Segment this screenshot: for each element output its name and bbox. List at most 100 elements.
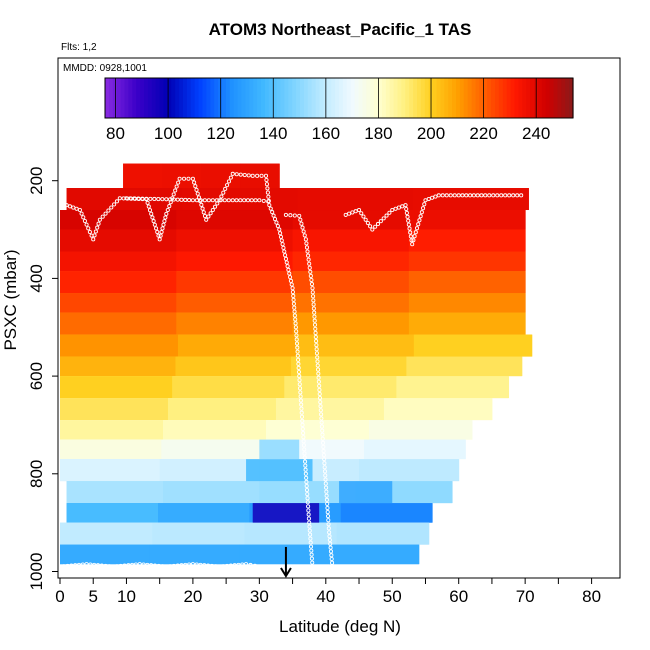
colorbar-cell [186, 78, 192, 118]
flight-track-point [155, 229, 160, 235]
colorbar-cell [420, 78, 426, 118]
flight-track-point [162, 219, 167, 224]
flight-track-point [246, 173, 251, 178]
flight-track-point [77, 207, 82, 213]
flight-track-point [242, 172, 247, 178]
flight-track-point [313, 326, 318, 331]
heatmap-cell [364, 439, 466, 460]
flight-track-point [294, 329, 299, 334]
flight-track-point [168, 197, 173, 202]
heatmap-cell [149, 544, 240, 565]
heatmap-cell [259, 481, 357, 504]
flight-track-point [456, 193, 461, 198]
flight-track-point [400, 204, 405, 209]
colorbar-cell [116, 78, 122, 118]
flight-track-point [150, 215, 155, 220]
flight-track-point [309, 277, 314, 283]
arrow-marker-head [280, 567, 292, 578]
flight-track-point [212, 204, 218, 209]
flight-track-point [149, 211, 154, 216]
heatmap-cell [176, 293, 294, 313]
colorbar-cell [303, 78, 309, 118]
colorbar-cell [514, 78, 519, 118]
flight-track-point [193, 184, 198, 189]
heatmap-cell [60, 522, 153, 545]
heatmap-cell [290, 356, 407, 377]
flight-track-point [319, 424, 324, 429]
colorbar-cell [475, 78, 480, 118]
flight-track-point [226, 179, 232, 184]
flight-track-point [204, 217, 209, 222]
flight-track-point [309, 552, 314, 557]
flight-track-point [421, 206, 426, 211]
flight-track-point [175, 563, 180, 568]
flight-track-point [314, 339, 319, 344]
colorbar-cell [362, 78, 367, 118]
flight-track-point [426, 196, 431, 202]
flight-track-point [271, 213, 276, 218]
colorbar-cell [463, 78, 469, 118]
flight-track-point [318, 404, 323, 409]
flight-track-point [503, 193, 508, 198]
x-tick-label: 40 [316, 587, 335, 606]
flight-track-point [299, 402, 304, 407]
flight-track-point [363, 217, 368, 222]
colorbar-cell [124, 78, 129, 118]
flight-track-point [368, 224, 373, 229]
flight-track-point [390, 207, 395, 213]
flight-track-point [114, 199, 120, 204]
flight-track-point [141, 562, 146, 567]
colorbar-tick-label: 200 [417, 124, 445, 143]
heatmap-cell [172, 376, 285, 399]
flight-track-point [324, 485, 329, 490]
x-tick-label: 0 [55, 587, 64, 606]
flight-track-point [173, 188, 178, 193]
flight-track-point [109, 205, 114, 210]
heatmap-cell [66, 503, 159, 523]
flight-track-point [179, 563, 184, 568]
flight-track-point [308, 273, 313, 279]
flight-track-point [253, 198, 258, 203]
colorbar-cell [432, 78, 438, 118]
flight-track-point [302, 447, 307, 452]
flight-track-point [301, 435, 306, 440]
flight-track-point [202, 198, 207, 203]
flight-track-point [313, 334, 318, 340]
flight-track-point [266, 198, 271, 203]
heatmap-cell [383, 398, 493, 421]
colorbar-cell [233, 78, 239, 118]
colorbar-cell [190, 78, 196, 118]
flight-track-point [159, 230, 164, 235]
colorbar-cell [105, 78, 110, 118]
chart-title: ATOM3 Northeast_Pacific_1 TAS [209, 20, 472, 39]
flight-track-point [285, 264, 290, 269]
flight-track-point [444, 193, 449, 198]
heatmap-cell [244, 522, 338, 545]
flight-track-point [301, 229, 306, 234]
flight-track-point [200, 206, 205, 211]
colorbar-cell [569, 78, 574, 118]
colorbar-cell [541, 78, 547, 118]
colorbar-cell [381, 78, 387, 118]
flight-track-point [302, 459, 308, 464]
flight-track-point [306, 516, 311, 521]
colorbar-cell [151, 78, 157, 118]
colorbar-cell [530, 78, 535, 118]
colorbar-cell [319, 78, 324, 118]
flight-track-point [165, 207, 170, 213]
heatmap-cell [162, 481, 260, 504]
flight-track-point [356, 207, 362, 213]
colorbar-cell [132, 78, 137, 118]
flight-track-point [422, 202, 427, 207]
flight-track-point [128, 196, 133, 201]
flight-track-point [309, 282, 315, 287]
flight-track-point [417, 218, 422, 223]
flight-track-point [61, 564, 66, 569]
flight-track-point [499, 193, 504, 198]
flight-track-point [296, 369, 301, 375]
heatmap-cell [60, 439, 162, 460]
x-tick-label: 30 [250, 587, 269, 606]
flight-track-point [408, 230, 413, 235]
flight-track-point [309, 556, 314, 561]
flight-track-point [190, 198, 195, 203]
